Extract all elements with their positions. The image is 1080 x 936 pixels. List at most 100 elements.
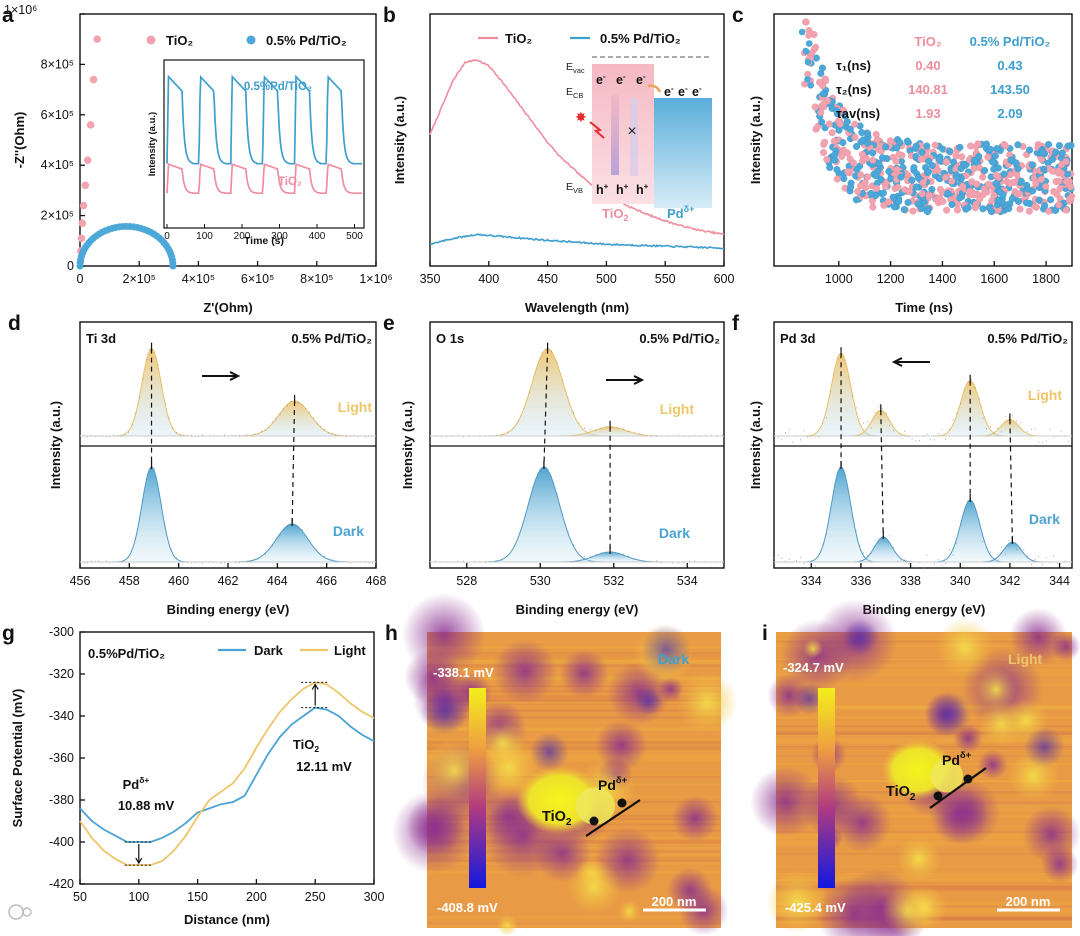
data-point-tio2 — [823, 155, 831, 163]
scan-line — [427, 738, 721, 741]
line-profile — [585, 799, 641, 837]
data-point-tio2 — [844, 168, 852, 176]
sample-label: 0.5% Pd/TiO₂ — [639, 331, 720, 346]
data-point-tio2 — [918, 190, 926, 198]
plot-frame — [773, 13, 1073, 267]
legend-marker-tio2 — [146, 35, 156, 45]
data-point-tio2 — [984, 153, 992, 161]
data-point-pd — [880, 189, 888, 197]
dark-label: Dark — [333, 523, 364, 539]
data-point-pd — [864, 129, 872, 137]
data-point-pd — [918, 148, 926, 156]
panel-label-i: i — [762, 622, 768, 645]
data-point-pd — [864, 139, 872, 147]
y-axis-label: Intensity (a.u.) — [48, 401, 63, 489]
data-point-tio2 — [838, 152, 846, 160]
scan-line — [427, 721, 721, 724]
data-point-tio2 — [1025, 207, 1033, 215]
data-point-tio2 — [83, 156, 92, 164]
data-point-tio2 — [895, 150, 903, 158]
plot-frame — [79, 631, 375, 885]
data-point-pd — [957, 164, 965, 172]
sample-label: 0.5% Pd/TiO₂ — [291, 331, 372, 346]
scan-line — [776, 732, 1072, 735]
data-point-pd — [169, 262, 177, 270]
x-tick-label: 334 — [801, 574, 822, 588]
data-point-pd — [992, 180, 1000, 188]
axes: 334 336 338 340 342 344 — [801, 563, 1070, 588]
x-tick-label: 338 — [900, 574, 921, 588]
pd-scheme-label: Pdδ+ — [667, 204, 694, 221]
data-point-pd — [872, 172, 880, 180]
scan-line — [776, 725, 1072, 728]
y-tick-label: 8×10⁵ — [41, 57, 74, 71]
svg-text:e-: e- — [664, 84, 674, 99]
tio2-label: TiO2 — [542, 809, 572, 828]
band-scheme-inset: Evac ECB EVB × ✸ e- e- e- e- e- e- h+ h+… — [566, 56, 712, 223]
potential-spot — [925, 690, 972, 737]
panel-i-kpfm-light: -324.7 mV -425.4 mV Light 200 nm TiO2 Pd… — [750, 599, 1080, 936]
inset-label-pd: 0.5%Pd/TiO₂ — [244, 81, 312, 93]
data-point-pd — [982, 140, 990, 148]
axes: 456 458 460 462 464 466 468 — [70, 563, 386, 588]
fitted-peak-dark — [430, 466, 724, 563]
shift-arrow-icon — [311, 683, 319, 706]
data-point-tio2 — [820, 100, 828, 108]
y-max-label: 1×10⁶ — [4, 3, 37, 17]
data-point-tio2 — [970, 191, 978, 199]
data-point-pd — [1048, 155, 1056, 163]
x-axis-label: Time (ns) — [895, 300, 953, 315]
x-axis-label: Binding energy (eV) — [167, 602, 290, 617]
axes: 1000 1200 1400 1600 1800 — [825, 261, 1060, 286]
data-point-tio2 — [857, 171, 865, 179]
x-tick-label: 100 — [128, 890, 149, 904]
legend-marker-pd — [246, 35, 256, 45]
panel-f-pd3d: 334 336 338 340 342 344 Pd 3d 0.5% Pd/TiO₂ Li… — [748, 321, 1073, 617]
data-point-pd — [835, 126, 843, 134]
inset-series-tio2 — [166, 162, 362, 195]
scan-line — [776, 633, 1072, 636]
data-point-pd — [893, 144, 901, 152]
x-axis-label: Wavelength (nm) — [525, 300, 629, 315]
svg-text:e-: e- — [692, 84, 702, 99]
data-point-pd — [846, 125, 854, 133]
data-point-tio2 — [820, 148, 828, 156]
data-point-tio2 — [909, 207, 917, 215]
potential-spot — [641, 624, 691, 675]
data-point-tio2 — [979, 173, 987, 181]
potential-spot — [896, 836, 941, 882]
x-tick-label: 1400 — [929, 272, 957, 286]
data-point-tio2 — [822, 77, 830, 85]
series — [79, 681, 375, 866]
profile-marker — [617, 798, 627, 808]
data-point-pd — [858, 129, 866, 137]
legend-label-pd: 0.5% Pd/TiO₂ — [600, 31, 681, 46]
raw-data-light — [774, 351, 1069, 444]
scan-line — [427, 728, 721, 731]
data-point-tio2 — [948, 177, 956, 185]
data-point-pd — [879, 154, 887, 162]
data-point-tio2 — [86, 121, 95, 129]
data-point-pd — [1064, 170, 1072, 178]
scan-line — [776, 825, 1072, 828]
scan-line — [427, 922, 721, 924]
scan-line — [776, 673, 1072, 676]
panel-label-b: b — [383, 4, 396, 27]
fitted-peak-light — [80, 400, 376, 437]
data-point-tio2 — [79, 201, 88, 210]
data-point-tio2 — [1006, 179, 1014, 187]
scan-line — [427, 726, 721, 731]
data-point-tio2 — [811, 103, 819, 111]
data-point-pd — [869, 149, 877, 157]
data-point-tio2 — [1045, 207, 1053, 215]
data-point-tio2 — [873, 184, 881, 192]
profile-marker — [963, 774, 973, 784]
x-tick-label: 500 — [596, 272, 617, 286]
dark-label: Dark — [1029, 511, 1060, 527]
kpfm-map — [391, 592, 738, 936]
x-tick-label: 456 — [70, 574, 91, 588]
scan-line — [427, 915, 721, 919]
core-level-title: O 1s — [436, 331, 464, 346]
plot-frame — [429, 321, 725, 569]
data-point-pd — [910, 164, 918, 172]
